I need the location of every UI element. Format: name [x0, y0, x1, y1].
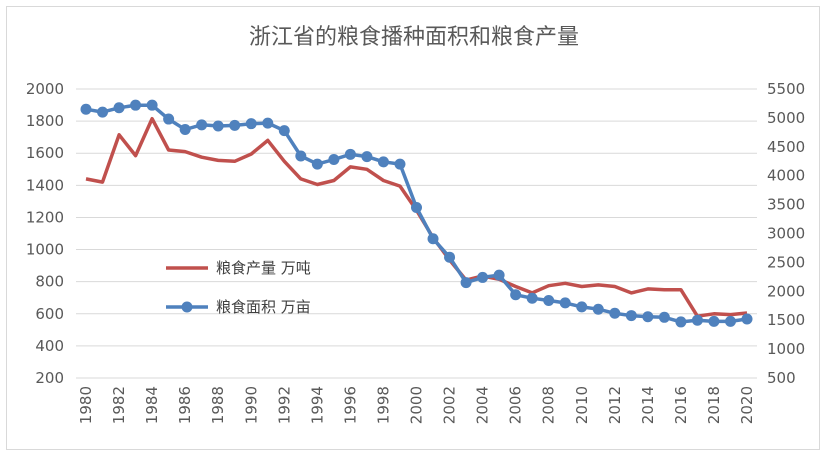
data-point [493, 269, 505, 281]
data-point [311, 158, 323, 170]
left-axis-tick-label: 1800 [26, 112, 64, 130]
x-axis-tick-label: 1990 [242, 386, 260, 424]
right-axis-tick-label: 2500 [767, 253, 805, 271]
left-axis-tick-label: 1200 [26, 208, 64, 226]
data-point [741, 313, 753, 325]
data-point [444, 251, 456, 263]
data-point [163, 113, 175, 125]
x-axis-tick-label: 1998 [374, 386, 392, 424]
data-point [196, 119, 208, 131]
data-point [212, 120, 224, 132]
x-axis-tick-label: 1988 [209, 386, 227, 424]
data-point [295, 150, 307, 162]
grid [76, 88, 757, 379]
data-point [179, 123, 191, 135]
x-axis-tick-label: 1992 [275, 386, 293, 424]
right-axis-tick-label: 2000 [767, 282, 805, 300]
legend-marker-area [181, 301, 193, 313]
data-point [411, 201, 422, 213]
x-axis-tick-label: 2014 [639, 386, 657, 424]
data-point [361, 151, 373, 163]
legend-label-area: 粮食面积 万亩 [216, 298, 311, 316]
x-axis-ticks: 1980 1982 1984 1986 1988 1990 1992 1994 1996 1998… [77, 386, 756, 424]
left-axis-tick-label: 800 [35, 273, 64, 291]
data-point [113, 102, 125, 114]
x-axis-tick-label: 1986 [176, 386, 194, 424]
data-point [675, 316, 687, 328]
data-point [691, 314, 703, 326]
legend-label-production: 粮食产量 万吨 [216, 259, 311, 277]
data-point [625, 310, 637, 322]
right-axis-tick-label: 5000 [767, 109, 805, 127]
data-point [609, 307, 621, 319]
x-axis-tick-label: 2018 [705, 386, 723, 424]
data-point [658, 311, 670, 323]
data-point [708, 315, 720, 327]
data-point [146, 99, 158, 111]
data-point [460, 277, 472, 289]
data-point [724, 315, 736, 327]
data-point [80, 103, 92, 115]
left-axis-tick-label: 2000 [26, 80, 64, 98]
data-point [510, 289, 522, 301]
data-point [394, 158, 406, 170]
data-point [97, 106, 109, 118]
data-point [559, 297, 571, 309]
x-axis-tick-label: 1994 [308, 386, 326, 424]
series-group [80, 99, 753, 328]
right-axis-tick-label: 4000 [767, 167, 805, 185]
data-point [262, 117, 274, 129]
right-axis-tick-label: 3500 [767, 196, 805, 214]
right-axis-ticks: 500 1000 1500 2000 2500 3000 3500 4000 4500 5000 5… [767, 80, 805, 387]
x-axis-tick-label: 1980 [77, 386, 95, 424]
data-point [526, 292, 538, 304]
data-point [642, 311, 654, 323]
chart-title: 浙江省的粮食播种面积和粮食产量 [249, 25, 579, 50]
x-axis-tick-label: 2008 [540, 386, 558, 424]
data-point [344, 148, 356, 160]
data-point [130, 99, 142, 111]
data-point [229, 119, 241, 131]
data-point [427, 233, 439, 245]
x-axis-tick-label: 2010 [573, 386, 591, 424]
left-axis-tick-label: 1000 [26, 241, 64, 259]
data-point [278, 125, 290, 137]
right-axis-tick-label: 1500 [767, 311, 805, 329]
left-axis-tick-label: 600 [35, 305, 64, 323]
x-axis-tick-label: 2006 [507, 386, 525, 424]
x-axis-tick-label: 2002 [441, 386, 459, 424]
legend: 粮食产量 万吨 粮食面积 万亩 [166, 259, 311, 316]
right-axis-tick-label: 500 [767, 369, 796, 387]
right-axis-tick-label: 3000 [767, 225, 805, 243]
right-axis-tick-label: 5500 [767, 80, 805, 98]
data-point [245, 118, 257, 130]
x-axis-tick-label: 1996 [341, 386, 359, 424]
right-axis-tick-label: 1000 [767, 340, 805, 358]
x-axis-tick-label: 2004 [474, 386, 492, 424]
data-point [592, 303, 604, 315]
x-axis-tick-label: 2016 [672, 386, 690, 424]
data-point [543, 295, 555, 307]
x-axis-tick-label: 2020 [738, 386, 756, 424]
x-axis-tick-label: 1982 [110, 386, 128, 424]
chart-frame [6, 6, 820, 450]
data-point [576, 301, 588, 313]
left-axis-tick-label: 200 [35, 369, 64, 387]
data-point [377, 156, 389, 168]
data-point [328, 154, 340, 166]
left-axis-tick-label: 1400 [26, 176, 64, 194]
left-axis-ticks: 200 400 600 800 1000 1200 1400 1600 1800 2000 [26, 80, 64, 387]
right-axis-tick-label: 4500 [767, 138, 805, 156]
x-axis-tick-label: 2012 [606, 386, 624, 424]
data-point [477, 271, 489, 283]
left-axis-tick-label: 400 [35, 337, 64, 355]
x-axis-tick-label: 2000 [408, 386, 426, 424]
x-axis-tick-label: 1984 [143, 386, 161, 424]
left-axis-tick-label: 1600 [26, 144, 64, 162]
